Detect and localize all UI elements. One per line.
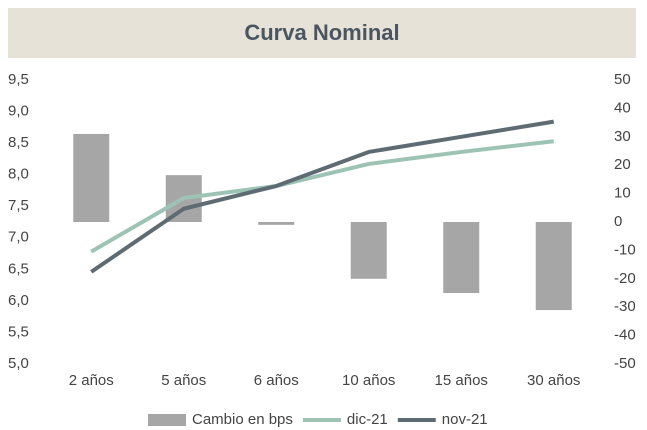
bar: [258, 222, 295, 225]
x-tick-label: 5 años: [161, 372, 206, 389]
y2-tick-label: -30: [614, 298, 636, 315]
legend-label: Cambio en bps: [192, 411, 293, 428]
y-tick-label: 8,0: [8, 166, 29, 183]
y2-tick-label: 0: [614, 213, 622, 230]
y2-tick-label: -50: [614, 355, 636, 372]
y-tick-label: 7,0: [8, 229, 29, 246]
y-tick-label: 5,5: [8, 323, 29, 340]
y2-tick-label: -20: [614, 270, 636, 287]
line: [90, 139, 554, 254]
x-tick-label: 30 años: [527, 372, 580, 389]
bar: [443, 222, 480, 293]
legend-label: nov-21: [442, 411, 488, 428]
y-tick-label: 9,0: [8, 103, 29, 120]
x-tick-label: 10 años: [342, 372, 395, 389]
bar: [535, 222, 572, 311]
bar: [73, 133, 110, 222]
y2-tick-label: 30: [614, 128, 631, 145]
y-tick-label: 5,0: [8, 355, 29, 372]
y-tick-label: 9,5: [8, 71, 29, 88]
y2-tick-label: 10: [614, 185, 631, 202]
y2-tick-label: 50: [614, 71, 631, 88]
y-tick-label: 6,5: [8, 260, 29, 277]
y2-tick-label: 20: [614, 156, 631, 173]
y-tick-label: 7,5: [8, 197, 29, 214]
y2-tick-label: 40: [614, 99, 631, 116]
legend-label: dic-21: [347, 411, 388, 428]
x-tick-label: 2 años: [69, 372, 114, 389]
y2-tick-label: -10: [614, 241, 636, 258]
chart-title: Curva Nominal: [244, 20, 399, 45]
title-banner: [8, 8, 636, 58]
legend-swatch: [148, 414, 186, 426]
x-tick-label: 15 años: [435, 372, 488, 389]
x-tick-label: 6 años: [254, 372, 299, 389]
y2-tick-label: -40: [614, 327, 636, 344]
bar: [350, 222, 387, 279]
y-tick-label: 6,0: [8, 292, 29, 309]
y-tick-label: 8,5: [8, 134, 29, 151]
line: [90, 119, 555, 274]
